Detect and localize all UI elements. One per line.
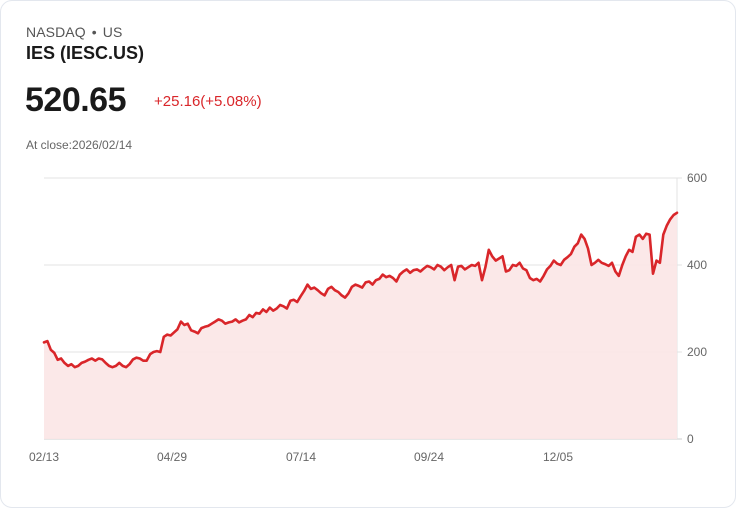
y-tick-label: 0 [687,432,694,446]
stock-title: IES (IESC.US) [26,43,145,63]
y-axis-ticks: 0 200 400 600 [687,171,707,446]
exchange-name: NASDAQ [26,24,86,40]
y-tick-label: 600 [687,171,707,185]
x-axis-ticks: 02/13 04/29 07/14 09/24 12/05 [29,450,573,464]
x-tick-label: 09/24 [414,450,444,464]
separator-dot: • [91,24,97,40]
current-price: 520.65 [25,81,127,119]
as-of-date: At close:2026/02/14 [26,138,133,152]
exchange-label: NASDAQ • US [26,24,122,40]
country-name: US [102,24,123,40]
x-tick-label: 12/05 [543,450,573,464]
y-tick-label: 400 [687,258,707,272]
price-line [42,211,679,369]
x-tick-label: 02/13 [29,450,59,464]
price-change: +25.16(+5.08%) [154,93,262,110]
price-area-fill [44,212,677,439]
x-tick-label: 07/14 [286,450,316,464]
y-tick-label: 200 [687,345,707,359]
x-tick-label: 04/29 [157,450,187,464]
